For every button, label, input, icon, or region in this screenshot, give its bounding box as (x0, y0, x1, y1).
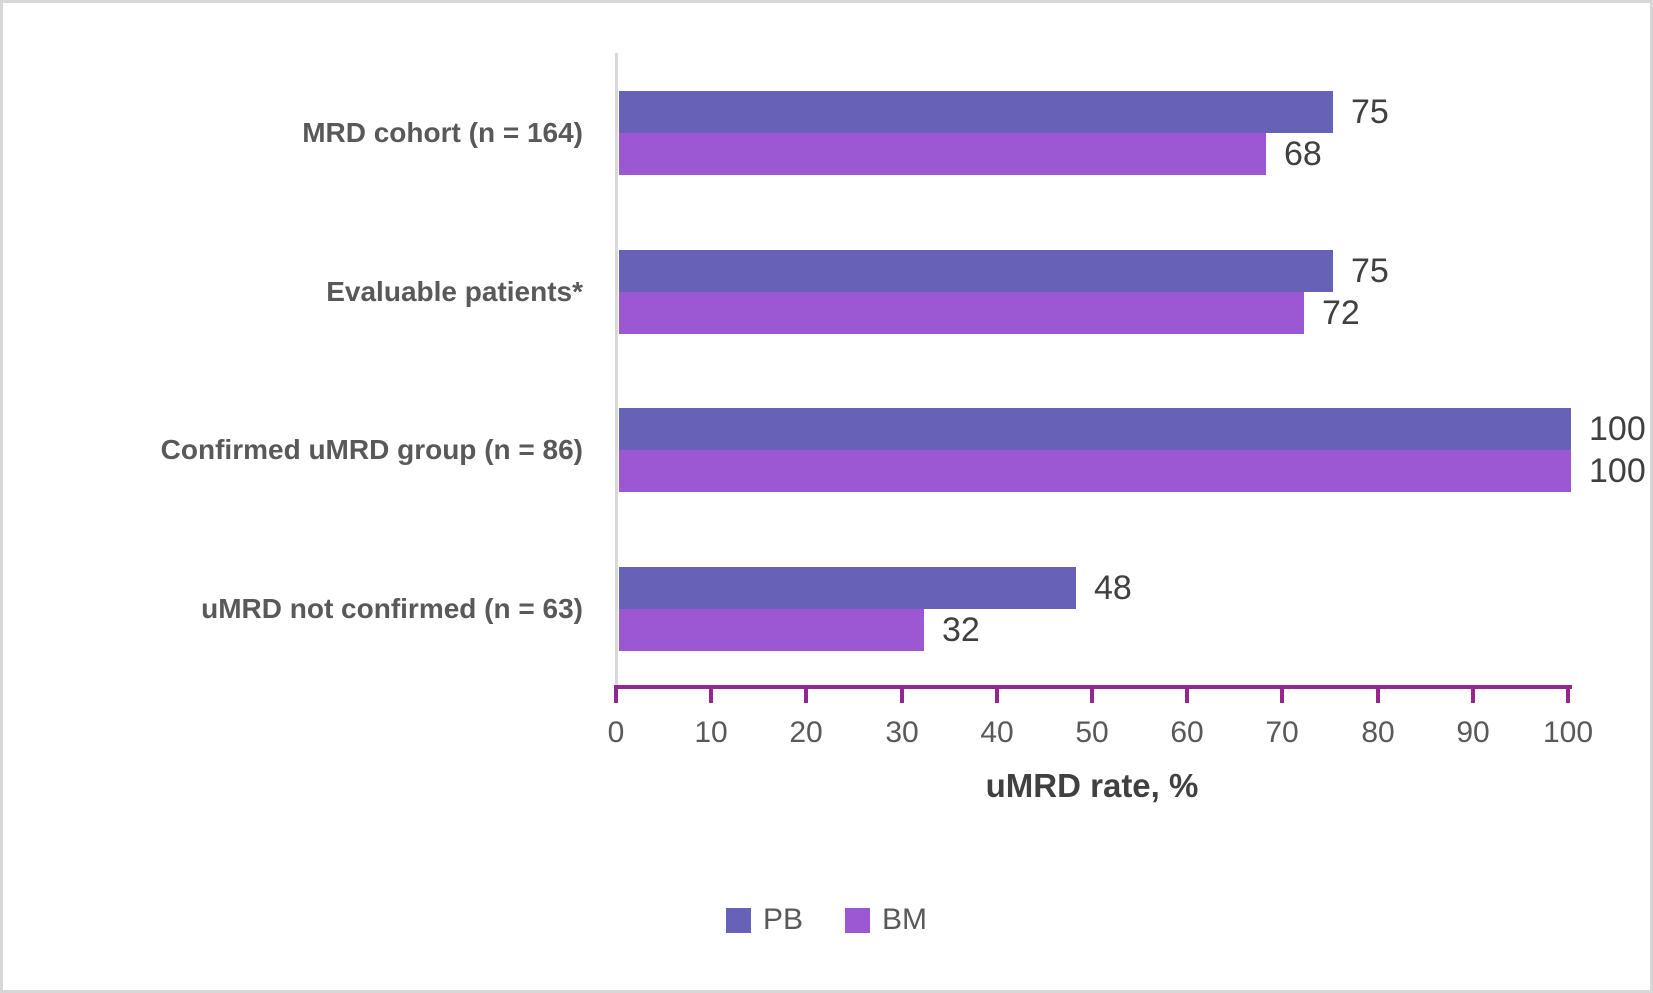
category-label: Evaluable patients* (326, 276, 583, 307)
category-label: Confirmed uMRD group (n = 86) (160, 434, 583, 465)
legend-label: PB (762, 903, 804, 936)
legend-label: BM (882, 903, 928, 936)
bar-bm (619, 450, 1571, 492)
value-axis-baseline (615, 53, 618, 689)
x-axis-tick (1280, 685, 1284, 703)
legend-swatch-pb (725, 907, 751, 933)
category-label: MRD cohort (n = 164) (302, 117, 583, 148)
bar-bm (619, 292, 1304, 334)
bar-pb (619, 250, 1333, 292)
value-label: 32 (942, 611, 980, 649)
x-axis-tick-label: 50 (1075, 716, 1109, 749)
x-axis-tick (900, 685, 904, 703)
x-axis-tick (709, 685, 713, 703)
bar-pb (619, 408, 1571, 450)
x-axis-tick (1090, 685, 1094, 703)
x-axis-tick (1471, 685, 1475, 703)
x-axis-tick-label: 20 (789, 716, 823, 749)
x-axis-tick-label: 10 (694, 716, 728, 749)
value-label: 48 (1094, 569, 1132, 607)
value-label: 100 (1589, 452, 1646, 490)
x-axis-tick (1376, 685, 1380, 703)
value-label: 72 (1322, 294, 1360, 332)
legend-item-pb: PB (725, 903, 804, 936)
bar-pb (619, 567, 1076, 609)
value-label: 75 (1351, 93, 1389, 131)
category-label: uMRD not confirmed (n = 63) (201, 593, 583, 624)
bar-pb (619, 91, 1333, 133)
x-axis-title: uMRD rate, % (985, 767, 1199, 804)
x-axis-tick-label: 60 (1170, 716, 1204, 749)
x-axis-tick-label: 80 (1361, 716, 1395, 749)
value-label: 68 (1284, 135, 1322, 173)
bar-bm (619, 609, 924, 651)
x-axis-tick (614, 685, 618, 703)
x-axis-tick-label: 30 (885, 716, 919, 749)
x-axis-tick (1185, 685, 1189, 703)
x-axis-tick-label: 100 (1542, 716, 1594, 749)
legend: PB BM (3, 905, 1650, 935)
value-label: 75 (1351, 252, 1389, 290)
x-axis-tick-label: 70 (1265, 716, 1299, 749)
x-axis-tick (1566, 685, 1570, 703)
bar-bm (619, 133, 1266, 175)
value-label: 100 (1589, 410, 1646, 448)
legend-swatch-bm (845, 907, 871, 933)
umrd-bar-chart: uMRD rate, % PB BM MRD cohort (n = 164) 75… (3, 3, 1650, 990)
x-axis-tick-label: 0 (607, 716, 625, 749)
x-axis-tick-label: 40 (980, 716, 1014, 749)
x-axis-tick (995, 685, 999, 703)
x-axis-tick (804, 685, 808, 703)
legend-item-bm: BM (845, 905, 927, 935)
x-axis-tick-label: 90 (1456, 716, 1490, 749)
